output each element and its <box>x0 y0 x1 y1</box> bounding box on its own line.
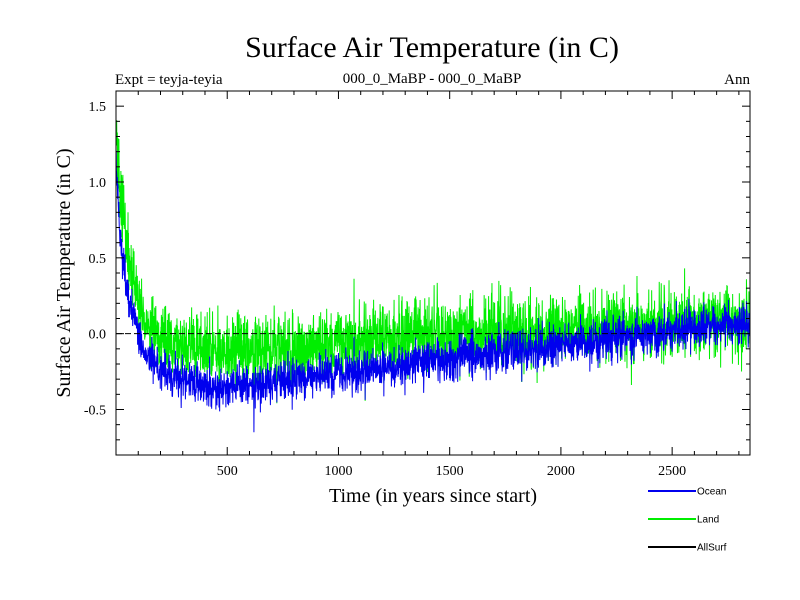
experiment-label: Expt = teyja-teyia <box>115 72 223 88</box>
tick-layer: 500 1000 1500 2000 2500 -0.5 0.0 0.5 1.0 1.5 <box>84 91 750 479</box>
period-label: 000_0_MaBP - 000_0_MaBP <box>343 71 522 87</box>
y-tick-label: -0.5 <box>84 404 106 419</box>
y-tick-label: 0.0 <box>89 328 107 343</box>
x-axis-label: Time (in years since start) <box>329 485 537 507</box>
series-line-ocean <box>116 150 750 433</box>
y-axis-label: Surface Air Temperature (in C) <box>53 148 75 397</box>
series-layer <box>116 120 750 433</box>
x-tick-label: 2500 <box>658 464 686 479</box>
chart-title: Surface Air Temperature (in C) <box>245 31 619 64</box>
y-tick-label: 1.0 <box>89 176 107 191</box>
x-tick-label: 2000 <box>547 464 575 479</box>
y-tick-label: 0.5 <box>89 252 107 267</box>
legend-label-ocean: Ocean <box>697 487 726 498</box>
x-tick-label: 1000 <box>324 464 352 479</box>
legend-label-allsurf: AllSurf <box>697 543 727 554</box>
y-tick-label: 1.5 <box>89 100 107 115</box>
x-tick-label: 1500 <box>436 464 464 479</box>
legend-label-land: Land <box>697 515 719 526</box>
x-tick-label: 500 <box>217 464 238 479</box>
season-label: Ann <box>724 72 750 88</box>
legend: Ocean Land AllSurf <box>648 487 727 554</box>
